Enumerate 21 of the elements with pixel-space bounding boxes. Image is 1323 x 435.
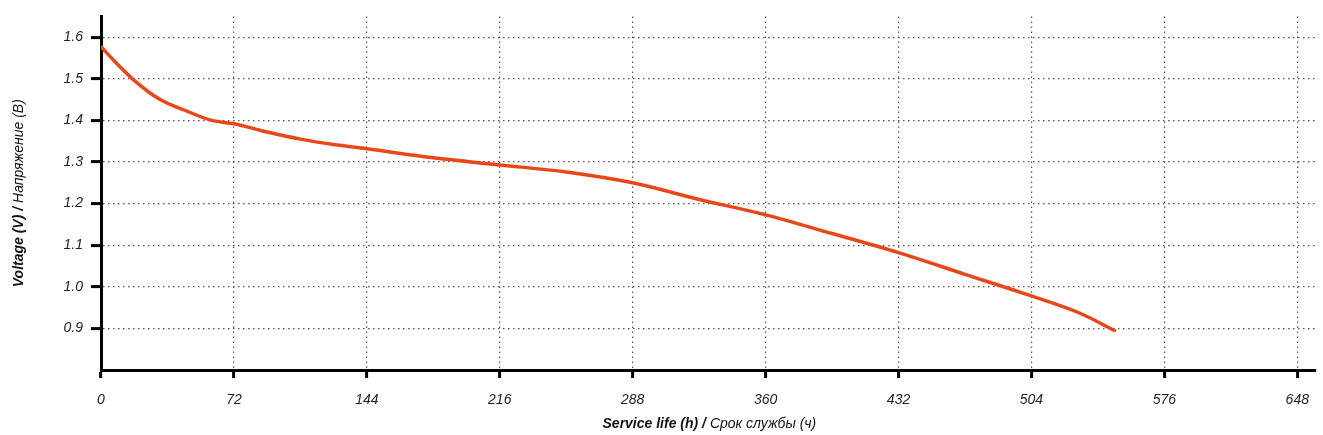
x-axis-title: Service life (h) / Срок службы (ч) bbox=[602, 414, 817, 431]
y-tick-label: 1.2 bbox=[63, 194, 84, 211]
x-tick-label: 216 bbox=[487, 391, 512, 408]
x-tick-label: 432 bbox=[886, 391, 911, 408]
x-tick-label: 360 bbox=[753, 391, 778, 408]
x-tick-label: 576 bbox=[1152, 391, 1177, 408]
x-tick-label: 0 bbox=[97, 391, 106, 408]
x-tick-label: 288 bbox=[620, 391, 645, 408]
x-tick-label: 144 bbox=[355, 391, 379, 408]
y-tick-label: 1.3 bbox=[63, 152, 84, 169]
line-series bbox=[101, 45, 1117, 333]
y-tick-label: 1.4 bbox=[63, 111, 84, 128]
y-tick-label: 1.0 bbox=[63, 277, 84, 294]
x-tick-label: 504 bbox=[1019, 391, 1044, 408]
y-tick-label: 0.9 bbox=[63, 319, 84, 336]
y-tick-label: 1.5 bbox=[63, 69, 84, 86]
y-tick-label: 1.6 bbox=[63, 28, 84, 45]
y-axis-title: Voltage (V) / Напряжение (В) bbox=[9, 99, 26, 288]
x-tick-label: 648 bbox=[1285, 391, 1310, 408]
y-tick-label: 1.1 bbox=[63, 236, 83, 253]
x-tick-label: 72 bbox=[226, 391, 242, 408]
